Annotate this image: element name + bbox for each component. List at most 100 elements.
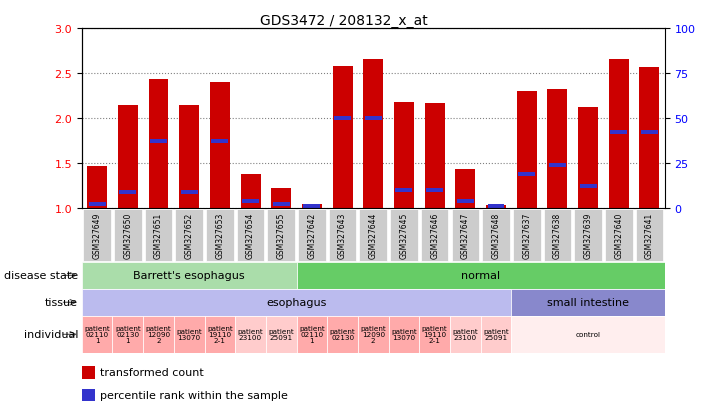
Bar — [272, 189, 292, 209]
Bar — [87, 166, 107, 209]
Bar — [426, 189, 443, 192]
Bar — [358, 316, 389, 353]
FancyBboxPatch shape — [482, 210, 510, 261]
Bar — [549, 164, 566, 167]
Bar — [610, 131, 627, 135]
Bar — [173, 316, 205, 353]
Bar — [395, 189, 412, 192]
FancyBboxPatch shape — [390, 210, 418, 261]
Bar — [363, 60, 383, 209]
Bar — [205, 316, 235, 353]
FancyBboxPatch shape — [114, 210, 141, 261]
Text: patient
12090
2: patient 12090 2 — [146, 325, 171, 344]
Text: GSM327646: GSM327646 — [430, 212, 439, 259]
Text: GSM327648: GSM327648 — [491, 212, 501, 259]
Text: tissue: tissue — [46, 297, 78, 308]
Bar — [639, 68, 659, 209]
Bar — [579, 185, 597, 189]
FancyBboxPatch shape — [451, 210, 479, 261]
Bar — [150, 140, 167, 144]
Text: patient
02110
1: patient 02110 1 — [299, 325, 325, 344]
Bar — [266, 316, 296, 353]
Bar — [235, 316, 266, 353]
Text: percentile rank within the sample: percentile rank within the sample — [100, 390, 287, 400]
Text: GSM327647: GSM327647 — [461, 212, 470, 259]
Text: normal: normal — [461, 271, 501, 281]
Text: esophagus: esophagus — [267, 297, 327, 308]
Bar — [82, 316, 112, 353]
Bar — [296, 262, 665, 289]
FancyBboxPatch shape — [267, 210, 295, 261]
Bar — [179, 105, 199, 209]
FancyBboxPatch shape — [605, 210, 633, 261]
Text: GSM327654: GSM327654 — [246, 212, 255, 259]
Text: patient
19110
2-1: patient 19110 2-1 — [207, 325, 232, 344]
Bar — [333, 66, 353, 209]
Bar — [641, 131, 658, 135]
Text: individual: individual — [23, 330, 78, 339]
Bar — [82, 289, 511, 316]
FancyBboxPatch shape — [421, 210, 449, 261]
Text: patient
02130
1: patient 02130 1 — [115, 325, 141, 344]
Text: GSM327649: GSM327649 — [92, 212, 102, 259]
Text: small intestine: small intestine — [547, 297, 629, 308]
Bar — [488, 205, 505, 209]
Bar — [419, 316, 450, 353]
FancyBboxPatch shape — [360, 210, 387, 261]
Bar — [578, 108, 598, 209]
Bar — [82, 262, 296, 289]
Bar — [118, 105, 138, 209]
Text: GSM327639: GSM327639 — [584, 212, 592, 259]
Bar — [181, 190, 198, 195]
Text: GSM327640: GSM327640 — [614, 212, 624, 259]
FancyBboxPatch shape — [574, 210, 602, 261]
Bar — [149, 80, 169, 209]
FancyBboxPatch shape — [144, 210, 172, 261]
Bar — [486, 206, 506, 209]
Bar — [211, 140, 228, 144]
Text: GSM327653: GSM327653 — [215, 212, 225, 259]
Bar — [143, 316, 173, 353]
Text: GSM327644: GSM327644 — [369, 212, 378, 259]
Bar — [304, 205, 321, 209]
FancyBboxPatch shape — [237, 210, 264, 261]
Bar — [518, 173, 535, 176]
Bar — [119, 190, 137, 195]
Text: GSM327645: GSM327645 — [400, 212, 408, 259]
FancyBboxPatch shape — [298, 210, 326, 261]
Bar — [511, 289, 665, 316]
Bar — [240, 174, 260, 209]
Bar — [89, 203, 106, 207]
Text: patient
13070: patient 13070 — [176, 329, 202, 340]
Text: GSM327638: GSM327638 — [553, 212, 562, 259]
FancyBboxPatch shape — [206, 210, 234, 261]
FancyBboxPatch shape — [544, 210, 571, 261]
Bar — [394, 102, 414, 209]
Bar — [365, 117, 382, 121]
Bar — [327, 316, 358, 353]
Bar — [210, 83, 230, 209]
Text: patient
25091: patient 25091 — [268, 329, 294, 340]
Text: patient
13070: patient 13070 — [391, 329, 417, 340]
Text: GSM327643: GSM327643 — [338, 212, 347, 259]
Text: GSM327641: GSM327641 — [645, 212, 654, 259]
Text: patient
25091: patient 25091 — [483, 329, 509, 340]
Bar — [273, 203, 289, 207]
Text: GSM327650: GSM327650 — [123, 212, 132, 259]
FancyBboxPatch shape — [328, 210, 356, 261]
FancyBboxPatch shape — [513, 210, 540, 261]
Bar — [296, 316, 327, 353]
Bar — [424, 104, 444, 209]
Bar — [112, 316, 143, 353]
Bar — [547, 90, 567, 209]
Text: patient
19110
2-1: patient 19110 2-1 — [422, 325, 447, 344]
Text: Barrett's esophagus: Barrett's esophagus — [134, 271, 245, 281]
FancyBboxPatch shape — [636, 210, 663, 261]
Text: GSM327655: GSM327655 — [277, 212, 286, 259]
Text: GSM327637: GSM327637 — [522, 212, 531, 259]
FancyBboxPatch shape — [83, 210, 111, 261]
Bar — [389, 316, 419, 353]
Bar — [302, 204, 322, 209]
Bar — [242, 199, 259, 203]
Text: patient
23100: patient 23100 — [237, 329, 263, 340]
